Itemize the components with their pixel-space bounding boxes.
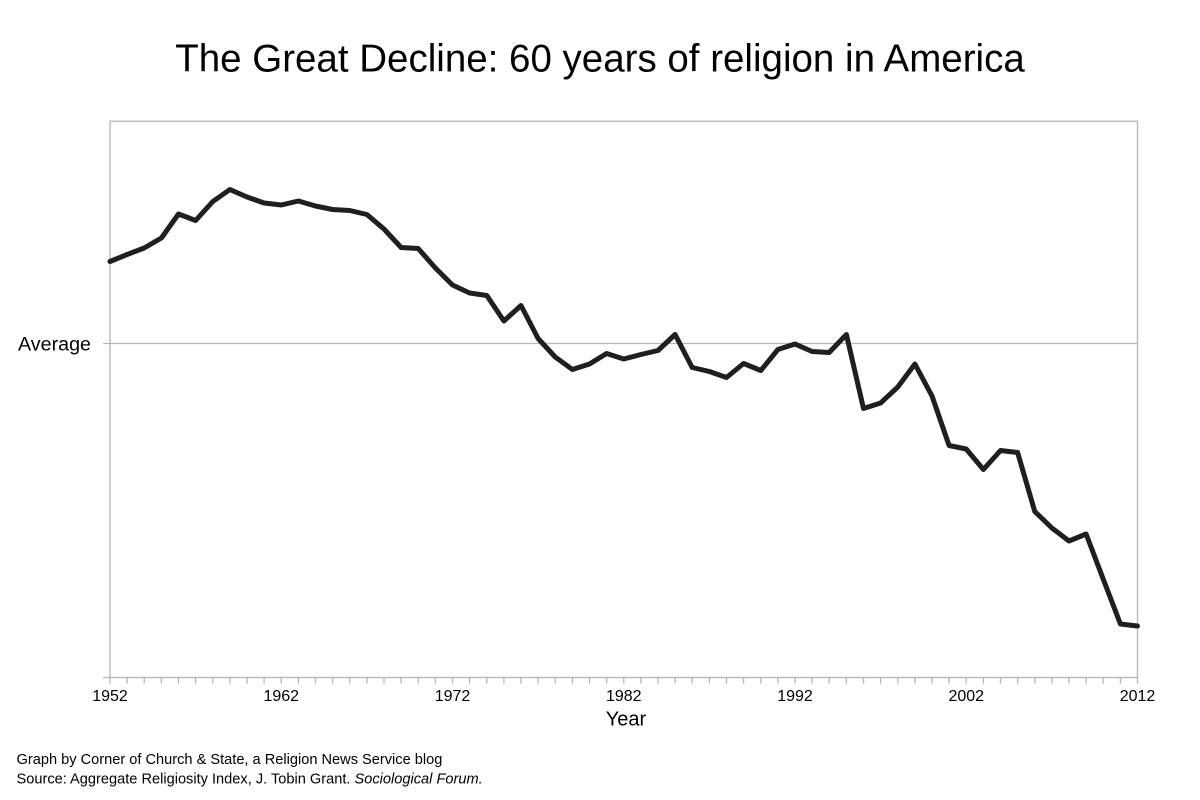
svg-text:Year: Year [606,709,647,731]
svg-text:Graph by Corner of Church & St: Graph by Corner of Church & State, a Rel… [17,752,443,768]
svg-text:Average: Average [18,334,91,356]
svg-text:1982: 1982 [606,688,642,705]
svg-text:2002: 2002 [948,688,984,705]
svg-text:2012: 2012 [1120,688,1156,705]
svg-text:1992: 1992 [777,688,813,705]
svg-text:1952: 1952 [92,688,128,705]
svg-text:1972: 1972 [435,688,471,705]
svg-text:1962: 1962 [263,688,299,705]
svg-text:The Great Decline: 60 years of: The Great Decline: 60 years of religion … [175,38,1025,81]
svg-text:Source: Aggregate Religiosity: Source: Aggregate Religiosity Index, J. … [17,772,483,788]
